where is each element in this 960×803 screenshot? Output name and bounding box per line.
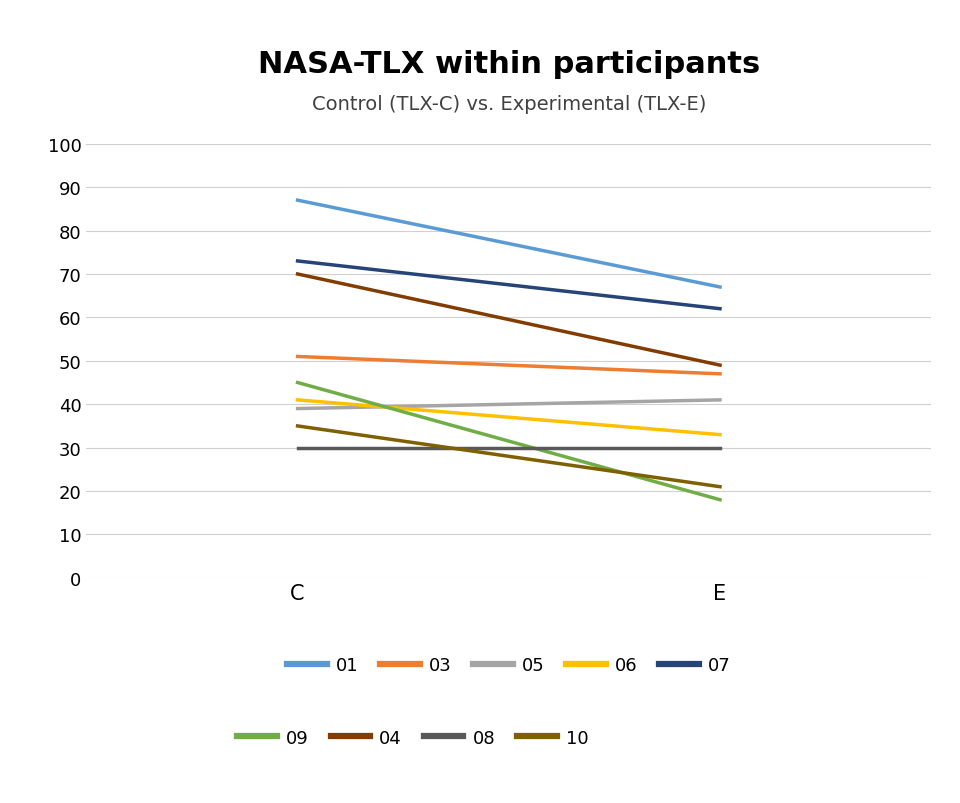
Legend: 01, 03, 05, 06, 07: 01, 03, 05, 06, 07 bbox=[279, 649, 738, 682]
Legend: 09, 04, 08, 10: 09, 04, 08, 10 bbox=[230, 721, 595, 754]
Text: NASA-TLX within participants: NASA-TLX within participants bbox=[257, 50, 760, 79]
Text: Control (TLX-C) vs. Experimental (TLX-E): Control (TLX-C) vs. Experimental (TLX-E) bbox=[312, 95, 706, 114]
